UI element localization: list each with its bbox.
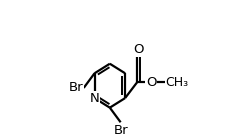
Text: O: O [145,76,156,89]
Text: Br: Br [68,81,83,94]
Text: O: O [133,43,143,56]
Text: Br: Br [113,124,128,137]
Text: CH₃: CH₃ [164,76,187,89]
Text: N: N [89,92,99,105]
